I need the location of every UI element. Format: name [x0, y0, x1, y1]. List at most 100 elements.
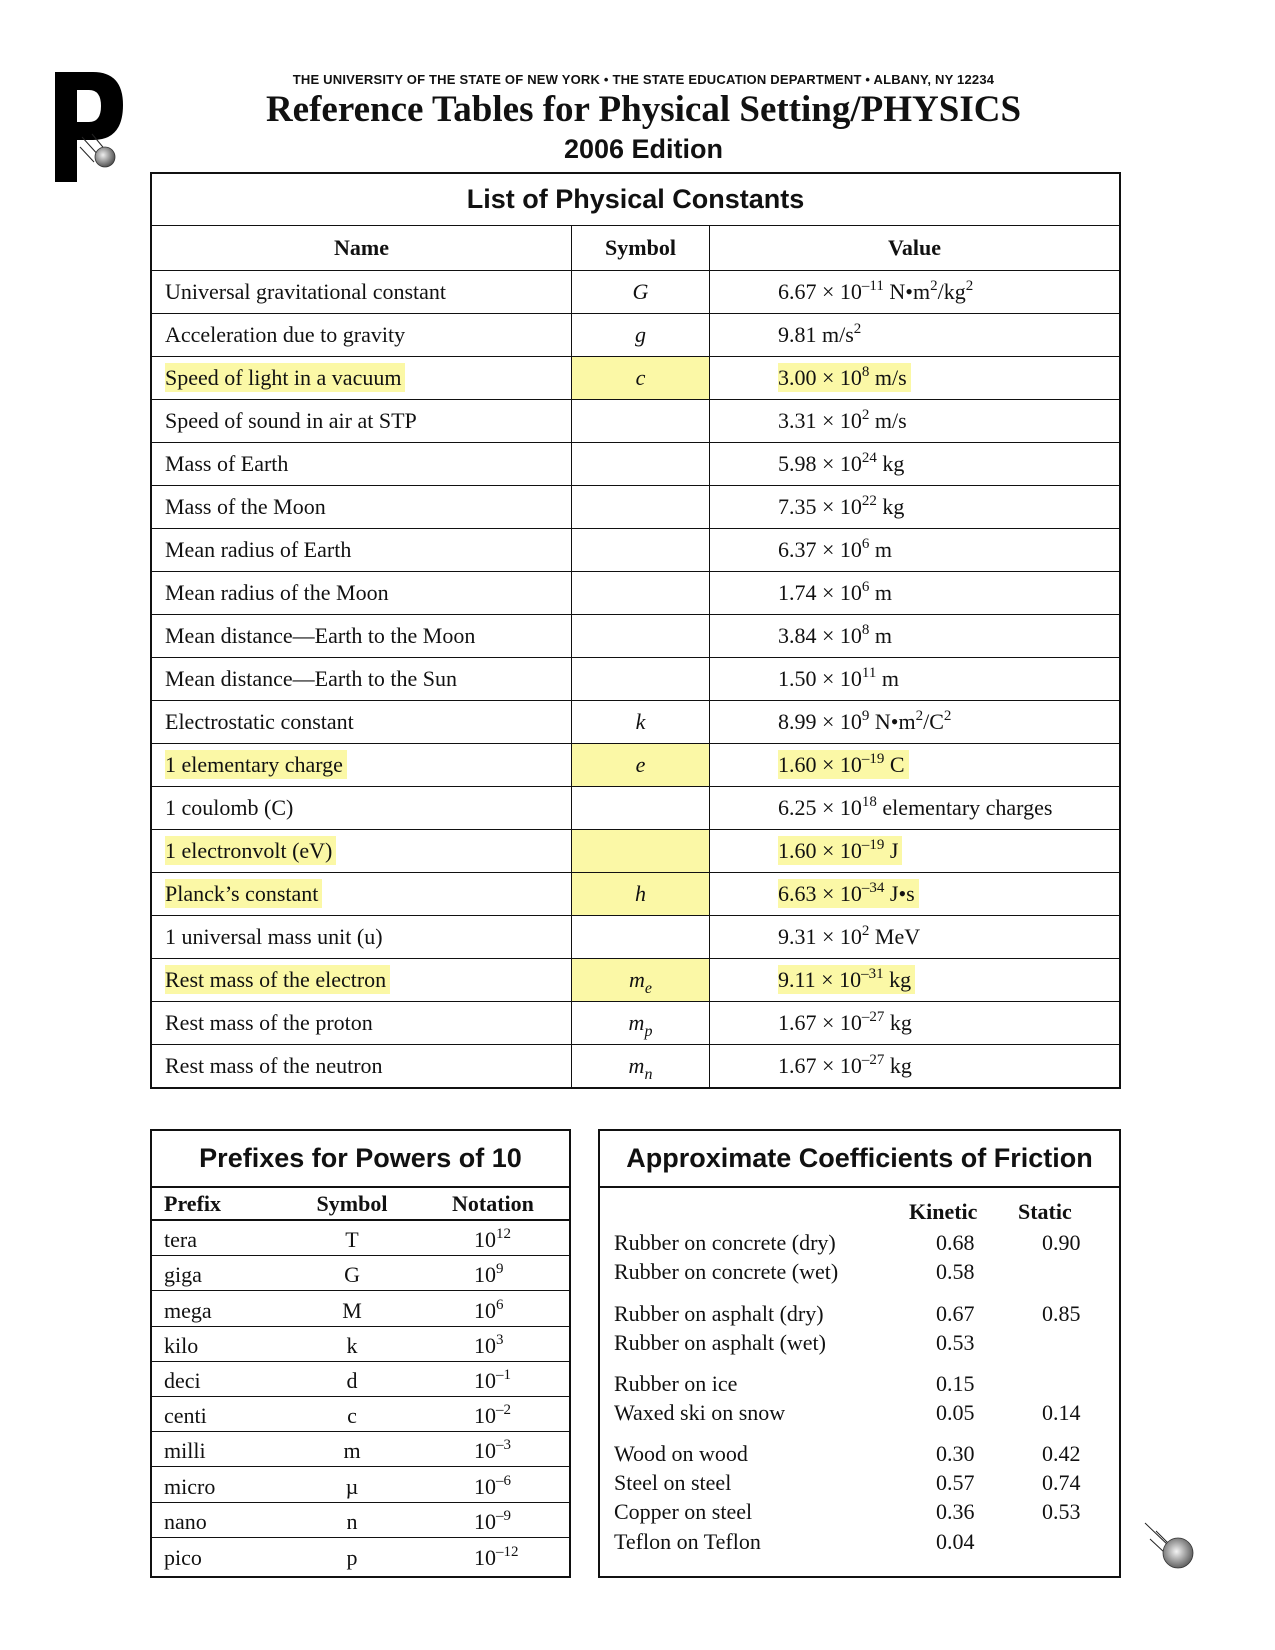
constant-name-cell: Rest mass of the neutron	[150, 1044, 572, 1089]
prefix-symbol: M	[342, 1297, 362, 1323]
prefix-notation: 10–6	[474, 1473, 511, 1500]
constant-row: Planck’s constant h 6.63 × 10–34 J•s	[150, 872, 1121, 916]
notation-base: 10	[474, 1473, 496, 1499]
value-unit: kg	[884, 1053, 912, 1078]
prefix-symbol: c	[347, 1403, 357, 1429]
constant-symbol-cell	[571, 829, 710, 873]
constant-row: 1 coulomb (C) 6.25 × 1018 elementary char…	[150, 786, 1121, 830]
value-unit-denominator: /kg	[937, 279, 966, 304]
friction-material: Waxed ski on snow	[614, 1400, 786, 1425]
value-unit: N•m	[883, 279, 931, 304]
prefix-row: centi c 10–2	[152, 1397, 569, 1433]
friction-row: Rubber on asphalt (wet) 0.53	[614, 1330, 1114, 1358]
value-coefficient: 3.00 × 10	[778, 365, 862, 390]
value-unit: kg	[884, 1010, 912, 1035]
prefix-name: deci	[164, 1367, 201, 1393]
value-unit: m	[869, 537, 893, 562]
value-exponent: 2	[861, 923, 870, 939]
prefix-name: centi	[164, 1403, 207, 1429]
constant-symbol-cell	[571, 657, 710, 701]
constant-value: 3.84 × 108 m	[778, 623, 892, 649]
friction-material: Rubber on concrete (dry)	[614, 1230, 836, 1255]
constant-value: 8.99 × 109 N•m2/C2	[778, 708, 951, 735]
notation-exponent: –1	[496, 1366, 511, 1383]
value-coefficient: 9.31 × 10	[778, 924, 862, 949]
page-title: Reference Tables for Physical Setting/PH…	[265, 89, 1022, 130]
constant-value: 6.25 × 1018 elementary charges	[778, 795, 1052, 821]
value-unit: m/s	[869, 365, 907, 390]
notation-base: 10	[474, 1438, 496, 1464]
friction-row: Rubber on asphalt (dry) 0.67 0.85	[614, 1301, 1114, 1329]
notation-exponent: 6	[496, 1296, 504, 1313]
falling-ball-icon	[1144, 1522, 1194, 1569]
constant-name-cell: Mean distance—Earth to the Moon	[150, 614, 572, 658]
constant-row: 1 elementary charge e 1.60 × 10–19 C	[150, 743, 1121, 787]
value-unit: J•s	[884, 881, 915, 906]
prefix-symbol: T	[345, 1227, 359, 1253]
column-header-kinetic: Kinetic	[909, 1199, 978, 1224]
value-exponent: –31	[861, 966, 884, 982]
constant-row: Mass of the Moon 7.35 × 1022 kg	[150, 485, 1121, 529]
value-unit-denominator: /C	[923, 709, 944, 734]
column-header-prefix: Prefix	[164, 1191, 222, 1216]
notation-exponent: –9	[496, 1507, 511, 1524]
constant-name-cell: Speed of light in a vacuum	[150, 356, 572, 400]
constant-value: 7.35 × 1022 kg	[778, 494, 905, 520]
prefix-row: nano n 10–9	[152, 1503, 569, 1538]
constant-name: Rest mass of the proton	[165, 1010, 373, 1035]
value-unit: kg	[876, 494, 905, 519]
friction-kinetic: 0.30	[936, 1441, 975, 1466]
constant-symbol-cell: G	[571, 270, 710, 314]
value-exponent: 2	[861, 407, 870, 423]
institution-line: THE UNIVERSITY OF THE STATE OF NEW YORK …	[292, 72, 995, 87]
value-exponent: 11	[861, 665, 877, 681]
constant-symbol: g	[635, 322, 646, 347]
column-header-name: Name	[150, 225, 572, 271]
constant-name-cell: 1 coulomb (C)	[150, 786, 572, 830]
value-coefficient: 1.67 × 10	[778, 1053, 862, 1078]
constant-symbol: m	[629, 967, 645, 992]
friction-static: 0.90	[1042, 1230, 1081, 1255]
constant-symbol-cell	[571, 614, 710, 658]
value-exponent: 9	[861, 708, 870, 724]
value-exponent: 24	[861, 450, 877, 466]
constant-value-cell: 6.63 × 10–34 J•s	[709, 872, 1121, 916]
constant-value-cell: 1.67 × 10–27 kg	[709, 1001, 1121, 1045]
constant-symbol-cell: c	[571, 356, 710, 400]
constant-value-cell: 6.67 × 10–11 N•m2/kg2	[709, 270, 1121, 314]
prefix-notation: 10–1	[474, 1366, 511, 1394]
constant-name-cell: Mass of Earth	[150, 442, 572, 486]
value-exponent: –27	[861, 1052, 885, 1068]
constant-row: Mean radius of Earth 6.37 × 106 m	[150, 528, 1121, 572]
value-coefficient: 6.63 × 10	[778, 881, 862, 906]
notation-base: 10	[474, 1227, 496, 1253]
friction-row: Teflon on Teflon 0.04	[614, 1529, 1114, 1557]
constant-row: Speed of light in a vacuum c 3.00 × 108 m/…	[150, 356, 1121, 400]
constant-symbol: m	[628, 1053, 645, 1078]
constant-value-cell: 6.37 × 106 m	[709, 528, 1121, 572]
prefix-name: kilo	[164, 1332, 199, 1358]
prefix-symbol: G	[344, 1262, 360, 1288]
value-unit-denominator-exponent: 2	[965, 278, 974, 294]
column-header-symbol: Symbol	[316, 1191, 388, 1216]
constant-name: 1 elementary charge	[165, 750, 347, 779]
constant-value-cell: 1.67 × 10–27 kg	[709, 1044, 1121, 1089]
prefix-notation: 106	[474, 1296, 504, 1324]
prefix-notation: 10–12	[474, 1544, 519, 1571]
value-exponent: 8	[861, 364, 870, 380]
prefix-symbol: n	[346, 1508, 358, 1534]
value-unit: kg	[883, 967, 912, 992]
column-header-static: Static	[1018, 1199, 1072, 1224]
friction-material: Teflon on Teflon	[614, 1529, 761, 1554]
value-unit-exponent: 2	[930, 278, 938, 294]
constant-symbol: e	[635, 752, 646, 777]
prefix-name: tera	[164, 1227, 197, 1253]
constant-value: 3.31 × 102 m/s	[778, 407, 907, 434]
constant-name: Speed of sound in air at STP	[165, 408, 417, 433]
constant-value-cell: 9.81 m/s2	[709, 313, 1121, 357]
friction-material: Rubber on asphalt (wet)	[614, 1330, 826, 1355]
notation-exponent: 12	[496, 1226, 511, 1243]
prefixes-title: Prefixes for Powers of 10	[152, 1131, 569, 1188]
column-header-value: Value	[709, 225, 1121, 271]
friction-kinetic: 0.58	[936, 1259, 975, 1284]
